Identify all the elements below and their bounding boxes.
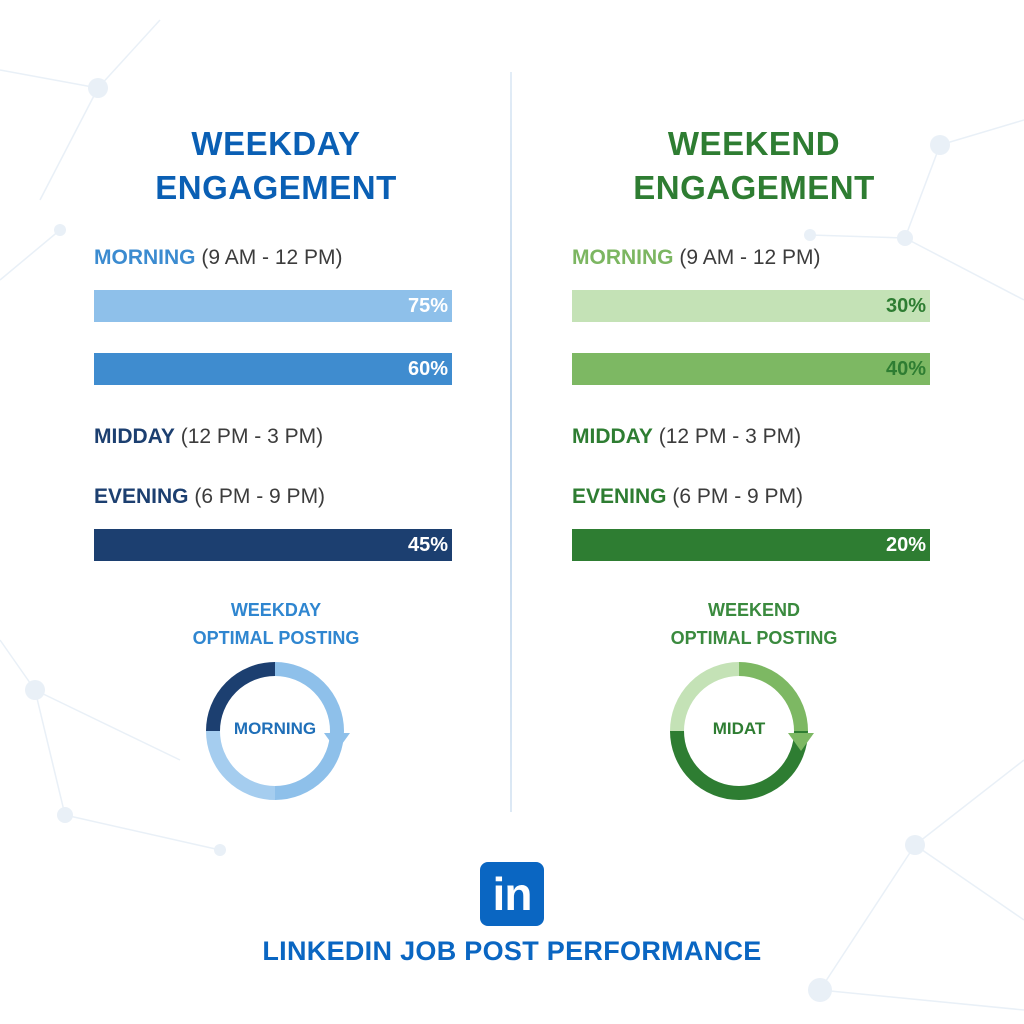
weekday-evening-range: (6 PM - 9 PM) bbox=[194, 485, 326, 508]
weekend-bar-3-value: 20% bbox=[885, 534, 926, 556]
weekday-panel: WEEKDAY ENGAGEMENT MORNING (9 AM - 12 PM… bbox=[86, 0, 466, 820]
weekday-optimal-value: MORNING bbox=[233, 719, 317, 738]
weekend-title: WEEKEND ENGAGEMENT bbox=[564, 122, 944, 210]
weekday-midday-range: (12 PM - 3 PM) bbox=[180, 425, 324, 448]
weekday-title-line1: WEEKDAY bbox=[191, 125, 361, 162]
weekend-title-line1: WEEKEND bbox=[667, 125, 841, 162]
weekend-morning-range: (9 AM - 12 PM) bbox=[679, 246, 821, 269]
weekend-optimal-title: WEEKEND OPTIMAL POSTING bbox=[564, 596, 944, 652]
weekday-ring-arrow-icon bbox=[324, 733, 350, 751]
weekday-bar-1-fill bbox=[94, 290, 452, 322]
weekday-optimal-line1: WEEKDAY bbox=[230, 600, 322, 620]
weekday-evening-slot: EVENING bbox=[94, 485, 189, 508]
weekday-bar-2-value: 60% bbox=[407, 358, 448, 380]
weekday-bar-3-fill bbox=[94, 529, 452, 561]
weekend-bar-2-fill bbox=[572, 353, 930, 385]
weekend-optimal-line2: OPTIMAL POSTING bbox=[670, 628, 838, 648]
weekday-evening-label: EVENING (6 PM - 9 PM) bbox=[94, 485, 325, 509]
weekend-evening-range: (6 PM - 9 PM) bbox=[672, 485, 804, 508]
weekday-optimal-line2: OPTIMAL POSTING bbox=[192, 628, 360, 648]
weekday-bar-1-value: 75% bbox=[407, 295, 448, 317]
weekend-bar-3-fill bbox=[572, 529, 930, 561]
weekday-morning-range: (9 AM - 12 PM) bbox=[201, 246, 343, 269]
weekday-bar-3: 45% bbox=[94, 529, 452, 561]
weekend-evening-slot: EVENING bbox=[572, 485, 667, 508]
weekday-bar-1: 75% bbox=[94, 290, 452, 322]
weekend-optimal-value: MIDAT bbox=[712, 719, 766, 738]
weekend-ring-segment-3 bbox=[670, 662, 740, 732]
weekend-bar-1: 30% bbox=[572, 290, 930, 322]
weekend-evening-label: EVENING (6 PM - 9 PM) bbox=[572, 485, 803, 509]
weekend-bar-2: 40% bbox=[572, 353, 930, 385]
weekend-ring-arrow-icon bbox=[788, 733, 814, 751]
weekend-bar-1-fill bbox=[572, 290, 930, 322]
weekday-bar-2: 60% bbox=[94, 353, 452, 385]
weekend-ring-segment-2 bbox=[670, 730, 808, 800]
weekday-morning-slot: MORNING bbox=[94, 246, 196, 269]
center-divider bbox=[510, 72, 512, 812]
weekend-midday-range: (12 PM - 3 PM) bbox=[658, 425, 802, 448]
weekday-morning-label: MORNING (9 AM - 12 PM) bbox=[94, 246, 343, 270]
weekend-bar-3: 20% bbox=[572, 529, 930, 561]
weekday-midday-label: MIDDAY (12 PM - 3 PM) bbox=[94, 425, 323, 449]
footer-title: LINKEDIN JOB POST PERFORMANCE bbox=[262, 936, 762, 966]
weekend-optimal-ring: MIDAT bbox=[664, 656, 814, 806]
weekday-midday-slot: MIDDAY bbox=[94, 425, 175, 448]
weekday-optimal-title: WEEKDAY OPTIMAL POSTING bbox=[86, 596, 466, 652]
weekend-morning-slot: MORNING bbox=[572, 246, 674, 269]
weekend-ring-chart bbox=[670, 662, 814, 800]
weekday-ring-segment-2 bbox=[206, 730, 276, 800]
weekday-title: WEEKDAY ENGAGEMENT bbox=[86, 122, 466, 210]
weekend-ring-segment-1 bbox=[738, 662, 808, 732]
weekday-ring-chart bbox=[206, 662, 350, 800]
weekend-panel: WEEKEND ENGAGEMENT MORNING (9 AM - 12 PM… bbox=[564, 0, 944, 820]
weekday-optimal-ring: MORNING bbox=[200, 656, 350, 806]
weekday-ring-segment-1 bbox=[274, 662, 344, 800]
weekend-title-line2: ENGAGEMENT bbox=[633, 169, 875, 206]
weekend-bar-1-value: 30% bbox=[885, 295, 926, 317]
linkedin-logo-icon: in bbox=[480, 862, 544, 926]
weekend-midday-slot: MIDDAY bbox=[572, 425, 653, 448]
weekday-bar-3-value: 45% bbox=[407, 534, 448, 556]
weekday-ring-segment-3 bbox=[206, 662, 276, 732]
weekend-morning-label: MORNING (9 AM - 12 PM) bbox=[572, 246, 821, 270]
weekend-midday-label: MIDDAY (12 PM - 3 PM) bbox=[572, 425, 801, 449]
weekend-bar-2-value: 40% bbox=[885, 358, 926, 380]
weekday-bar-2-fill bbox=[94, 353, 452, 385]
weekday-title-line2: ENGAGEMENT bbox=[155, 169, 397, 206]
weekend-optimal-line1: WEEKEND bbox=[707, 600, 800, 620]
